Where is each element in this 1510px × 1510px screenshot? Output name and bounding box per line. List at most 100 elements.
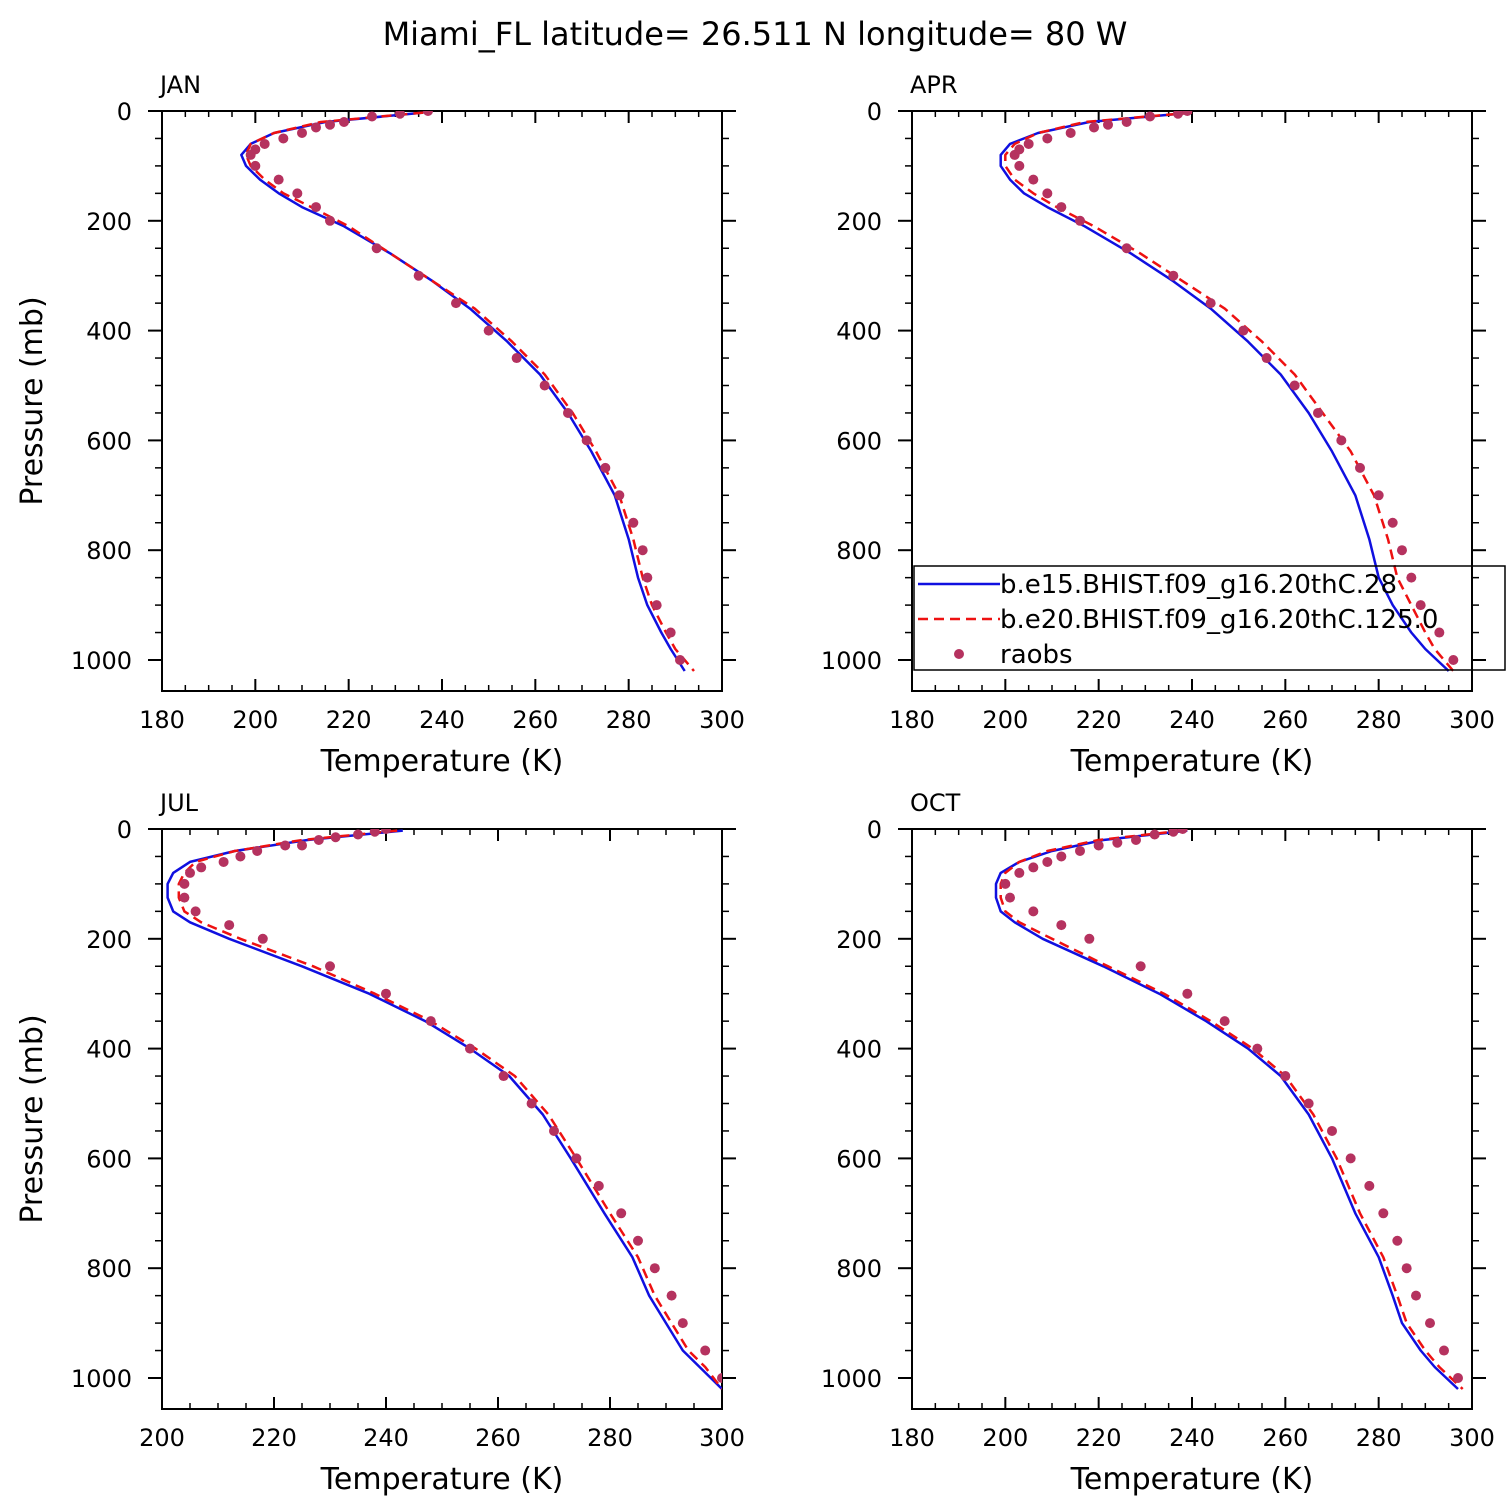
raobs-point — [1056, 920, 1067, 931]
raobs-point — [413, 270, 424, 281]
raobs-point — [1042, 133, 1053, 144]
raobs-point — [637, 545, 648, 556]
series-line-e15 — [166, 829, 722, 1390]
raobs-point — [371, 243, 382, 254]
raobs-point — [1406, 572, 1417, 583]
figure-title: Miami_FL latitude= 26.511 N longitude= 8… — [383, 15, 1128, 53]
y-tick-label: 0 — [117, 816, 132, 844]
raobs-point — [235, 851, 246, 862]
y-tick-label: 800 — [836, 537, 882, 565]
raobs-point — [339, 116, 349, 127]
x-tick-label: 200 — [982, 1424, 1028, 1452]
raobs-point — [549, 1125, 559, 1136]
raobs-point — [600, 462, 611, 473]
x-tick-label: 240 — [363, 1424, 409, 1452]
raobs-point — [1345, 1153, 1356, 1164]
raobs-point — [651, 600, 662, 611]
y-tick-label: 1000 — [71, 1365, 132, 1393]
y-tick-label: 200 — [836, 208, 882, 236]
panel-apr: APR 180 200 220 240 260 280 300 0 200 400 600 800 100… — [821, 71, 1506, 779]
y-tick-label: 1000 — [821, 1365, 882, 1393]
raobs-point — [1121, 116, 1132, 127]
raobs-point — [1387, 517, 1398, 528]
raobs-point — [675, 655, 685, 665]
raobs-point — [297, 127, 307, 138]
raobs-point — [1355, 462, 1365, 473]
raobs-point — [1252, 1043, 1263, 1054]
raobs-point — [367, 111, 377, 122]
x-axis-title: Temperature (K) — [1070, 1462, 1314, 1497]
raobs-point — [1075, 215, 1085, 226]
panel-jan: JAN 180 200 220 240 260 280 300 0 200 400 600 800 100… — [15, 71, 745, 779]
panel-label: JUL — [158, 789, 199, 817]
raobs-point — [1042, 856, 1053, 867]
x-tick-label: 300 — [1449, 706, 1495, 734]
y-tick-label: 600 — [836, 427, 882, 455]
y-tick-label: 400 — [836, 1036, 882, 1064]
raobs-point — [593, 1180, 604, 1191]
series-group — [240, 111, 695, 672]
raobs-point — [1373, 490, 1384, 501]
raobs-point — [1397, 545, 1407, 556]
raobs-point — [1182, 988, 1193, 999]
x-tick-label: 300 — [699, 1424, 745, 1452]
raobs-point — [526, 1098, 537, 1109]
y-tick-label: 1000 — [71, 647, 132, 675]
series-group — [994, 829, 1464, 1390]
raobs-point — [1121, 243, 1132, 254]
raobs-point — [1392, 1235, 1403, 1246]
raobs-point — [185, 867, 195, 878]
raobs-point — [581, 435, 592, 446]
raobs-point — [1149, 829, 1160, 840]
y-axis-title: Pressure (mb) — [15, 296, 50, 505]
raobs-point — [1205, 298, 1216, 309]
x-tick-label: 260 — [475, 1424, 521, 1452]
series-line-e20 — [999, 829, 1464, 1390]
y-tick-label: 600 — [836, 1145, 882, 1173]
y-tick-label: 0 — [117, 98, 132, 126]
raobs-point — [1042, 188, 1053, 199]
raobs-point — [1089, 122, 1099, 133]
raobs-point — [563, 407, 573, 418]
raobs-point — [1075, 845, 1085, 856]
raobs-point — [292, 188, 303, 199]
y-tick-label: 0 — [867, 816, 882, 844]
raobs-point — [1009, 149, 1020, 160]
x-tick-label: 260 — [1262, 1424, 1308, 1452]
raobs-point — [280, 840, 291, 851]
y-tick-label: 200 — [836, 926, 882, 954]
raobs-point — [1448, 655, 1459, 665]
raobs-point — [571, 1153, 582, 1164]
series-line-e15 — [240, 111, 686, 672]
raobs-point — [614, 490, 625, 501]
raobs-point — [1378, 1208, 1389, 1219]
raobs-point — [325, 119, 335, 130]
y-tick-label: 400 — [836, 318, 882, 346]
raobs-point — [1014, 867, 1025, 878]
raobs-point — [381, 829, 391, 834]
raobs-point — [1238, 325, 1249, 336]
legend-box — [913, 565, 1506, 671]
raobs-point — [666, 1290, 677, 1301]
legend-label: b.e20.BHIST.f09_g16.20thC.125.0 — [1000, 605, 1438, 635]
panel-jul: JUL 200 220 240 260 280 300 0 200 400 600 800 1000 Te… — [15, 789, 745, 1497]
y-tick-label: 0 — [867, 98, 882, 126]
x-tick-label: 260 — [1262, 706, 1308, 734]
y-tick-label: 800 — [86, 537, 132, 565]
raobs-point — [311, 202, 321, 213]
raobs-point — [451, 298, 461, 309]
legend: b.e15.BHIST.f09_g16.20thC.28 b.e20.BHIST.… — [913, 565, 1506, 671]
y-tick-label: 200 — [86, 926, 132, 954]
series-line-e15 — [994, 829, 1459, 1390]
y-axis-title: Pressure (mb) — [15, 1014, 50, 1223]
raobs-point — [1401, 1263, 1412, 1274]
raobs-point — [1303, 1098, 1314, 1109]
raobs-point — [1336, 435, 1347, 446]
raobs-point — [1327, 1125, 1337, 1136]
raobs-point — [369, 829, 380, 837]
raobs-point — [1173, 111, 1183, 119]
x-tick-label: 280 — [606, 706, 652, 734]
raobs-point — [257, 933, 268, 944]
raobs-point — [1289, 380, 1300, 391]
raobs-point — [395, 111, 405, 119]
